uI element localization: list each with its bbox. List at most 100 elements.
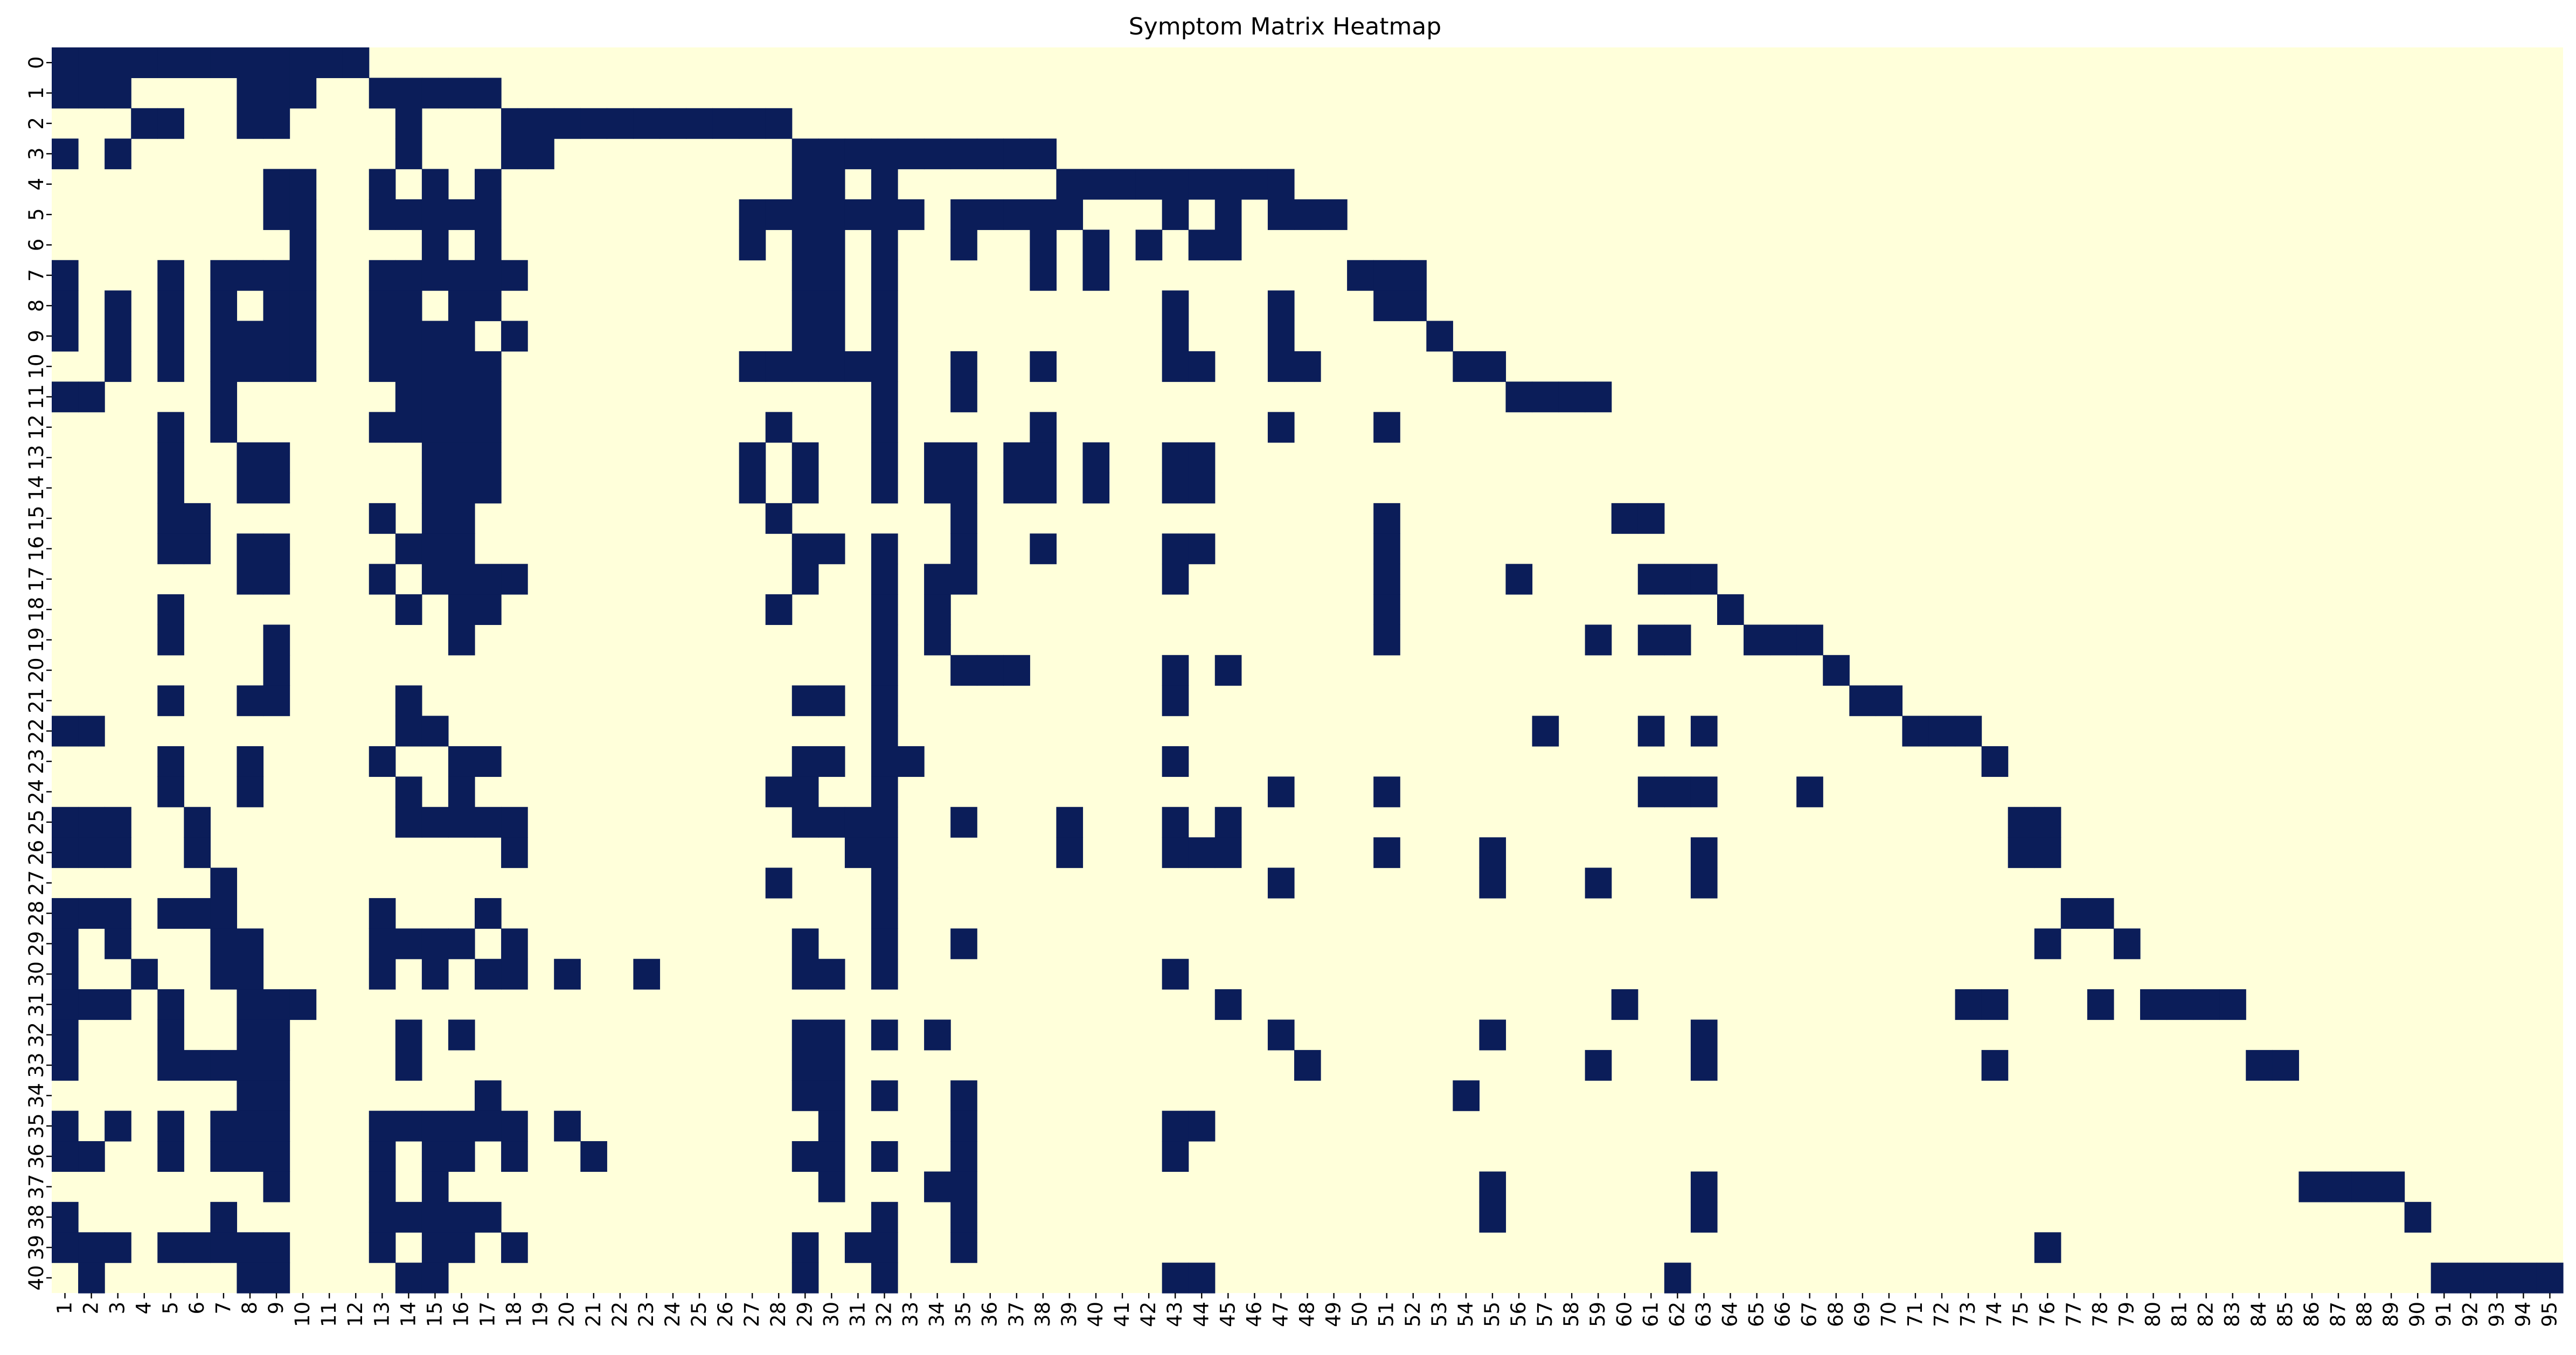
heatmap-cell (78, 1262, 105, 1294)
heatmap-cell (1981, 1050, 2009, 1081)
heatmap-cell (898, 138, 925, 170)
heatmap-cell (395, 321, 422, 352)
heatmap-cell (448, 1110, 475, 1142)
heatmap-cell (263, 47, 290, 78)
y-tick-label: 5 (25, 208, 48, 221)
heatmap-cell (950, 1141, 977, 1172)
heatmap-cell (765, 108, 793, 139)
heatmap-cell (316, 47, 343, 78)
heatmap-cell (1003, 442, 1030, 474)
x-tick-label: 30 (820, 1302, 843, 1327)
x-tick-label: 50 (1349, 1302, 1372, 1327)
heatmap-cell (1056, 169, 1084, 200)
heatmap-cell (475, 381, 502, 413)
x-axis: 1 2 3 4 5 6 7 8 9 10 11 12 13 14 15 16 17 18 19 20 21 22 23 24 2… (53, 1293, 2561, 1327)
heatmap-cell (237, 351, 264, 382)
heatmap-cell (1373, 776, 1400, 808)
heatmap-cell (791, 807, 819, 838)
heatmap-cell (369, 746, 396, 777)
x-tick-label: 81 (2168, 1302, 2191, 1327)
heatmap-cell (1003, 199, 1030, 230)
heatmap-cell (1690, 564, 1718, 595)
y-tick-label: 26 (25, 840, 48, 865)
heatmap-cell (765, 776, 793, 808)
heatmap-cell (1664, 1262, 1691, 1294)
heatmap-cell (105, 989, 131, 1020)
y-tick-label: 8 (25, 300, 48, 312)
heatmap-cell (2272, 1050, 2299, 1081)
heatmap-cell (871, 715, 898, 747)
x-tick-label: 41 (1110, 1302, 1134, 1327)
heatmap-cell (1373, 624, 1400, 656)
heatmap-cell (1690, 1050, 1718, 1081)
heatmap-cell (1585, 1050, 1612, 1081)
x-tick-label: 92 (2459, 1302, 2482, 1327)
heatmap-cell (1188, 169, 1216, 200)
heatmap-cell (1267, 1019, 1295, 1051)
heatmap-cell (263, 321, 290, 352)
x-tick-label: 79 (2115, 1302, 2138, 1327)
heatmap-cell (818, 230, 845, 261)
heatmap-cell (739, 351, 766, 382)
heatmap-cell (448, 351, 475, 382)
heatmap-cell (950, 1080, 977, 1111)
x-tick-label: 80 (2142, 1302, 2165, 1327)
heatmap-cell (421, 958, 449, 990)
heatmap-cell (818, 533, 845, 565)
heatmap-cell (237, 685, 264, 717)
x-tick-label: 28 (767, 1302, 790, 1327)
heatmap-cell (1690, 1201, 1718, 1233)
y-tick-label: 1 (25, 87, 48, 100)
heatmap-cell (1003, 138, 1030, 170)
x-tick-label: 16 (449, 1302, 473, 1327)
heatmap-cell (950, 199, 977, 230)
heatmap-cell (950, 503, 977, 534)
x-tick-label: 78 (2088, 1302, 2112, 1327)
x-tick-label: 10 (291, 1302, 314, 1327)
heatmap-cell (1267, 290, 1295, 322)
heatmap-cell (395, 290, 422, 322)
y-tick-label: 22 (25, 718, 48, 743)
x-tick-label: 1 (53, 1302, 77, 1315)
heatmap-cell (791, 1232, 819, 1263)
heatmap-cell (263, 1141, 290, 1172)
heatmap-cell (633, 958, 661, 990)
heatmap-cell (369, 1110, 396, 1142)
x-tick-label: 29 (793, 1302, 816, 1327)
y-tick-label: 0 (25, 56, 48, 69)
heatmap-cell (1214, 807, 1242, 838)
heatmap-cell (2193, 989, 2220, 1020)
heatmap-cell (210, 1201, 238, 1233)
heatmap-cell (1109, 169, 1136, 200)
heatmap-cell (924, 442, 951, 474)
heatmap-cell (1030, 230, 1057, 261)
heatmap-cell (791, 138, 819, 170)
heatmap-cell (1003, 472, 1030, 504)
heatmap-cell (1162, 837, 1189, 868)
x-tick-label: 31 (846, 1302, 869, 1327)
heatmap-cell (1849, 685, 1876, 717)
heatmap-cell (924, 1019, 951, 1051)
heatmap-cell (1690, 1019, 1718, 1051)
heatmap-cell (52, 381, 79, 413)
heatmap-cell (1744, 624, 1770, 656)
heatmap-cell (448, 533, 475, 565)
x-tick-label: 86 (2300, 1302, 2323, 1327)
heatmap-cell (871, 1232, 898, 1263)
heatmap-cell (1188, 442, 1216, 474)
heatmap-cell (289, 199, 317, 230)
heatmap-cell (791, 351, 819, 382)
heatmap-cell (791, 1019, 819, 1051)
heatmap-cell (237, 989, 264, 1020)
heatmap-cell (475, 169, 502, 200)
heatmap-cell (871, 321, 898, 352)
heatmap-cell (924, 138, 951, 170)
heatmap-cell (1082, 260, 1110, 291)
heatmap-cell (421, 533, 449, 565)
heatmap-cell (210, 321, 238, 352)
heatmap-cell (475, 746, 502, 777)
heatmap-cell (395, 412, 422, 443)
heatmap-cell (977, 199, 1004, 230)
y-tick-label: 12 (25, 414, 48, 440)
x-tick-label: 84 (2247, 1302, 2271, 1327)
